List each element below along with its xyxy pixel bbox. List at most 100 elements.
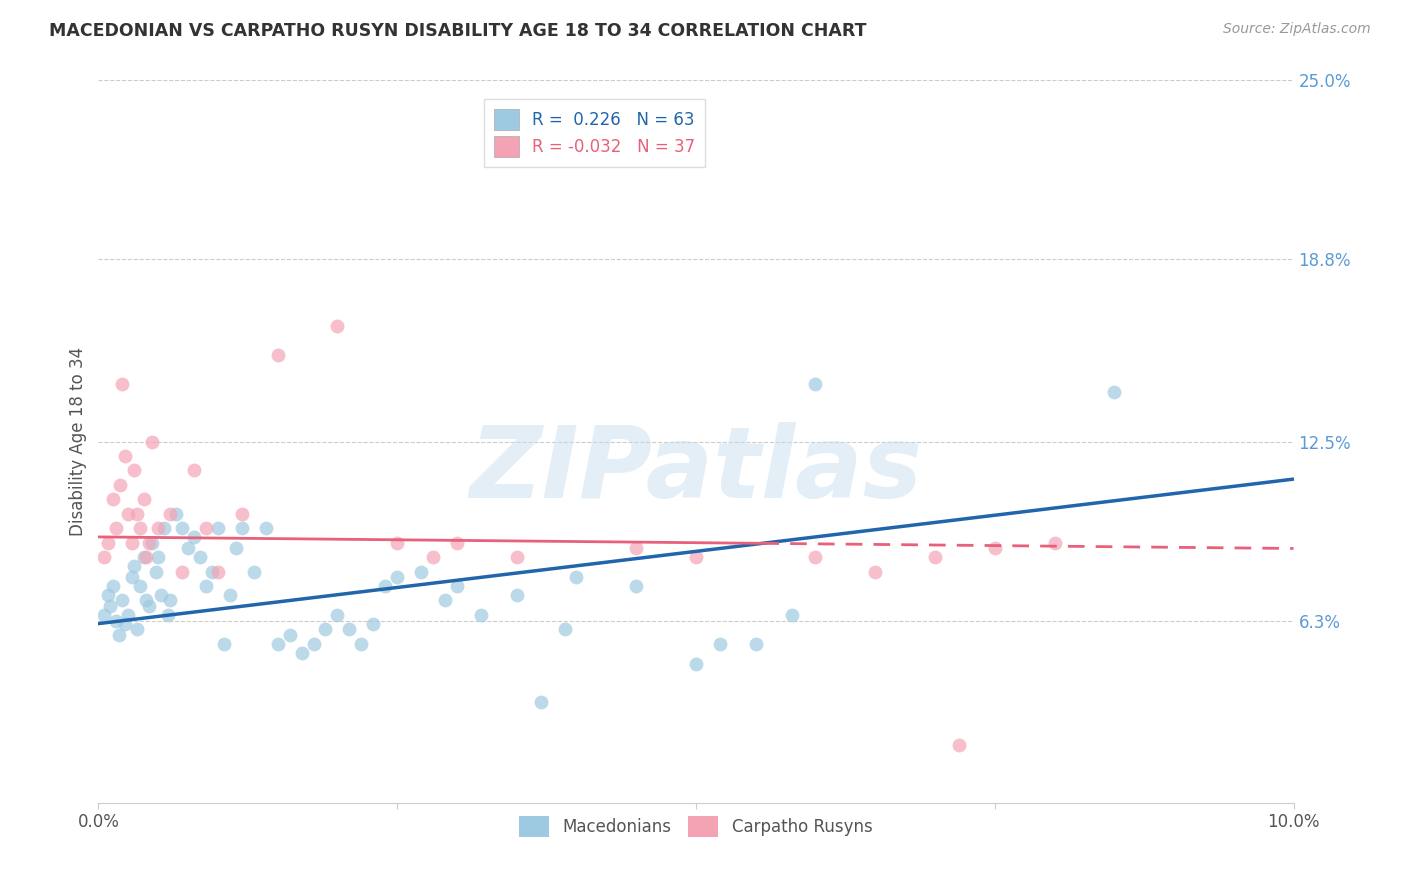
- Macedonians: [385, 570, 409, 584]
- Macedonians: [98, 599, 122, 614]
- Macedonians: [363, 616, 385, 631]
- Macedonians: [107, 628, 129, 642]
- Carpatho Rusyns: [124, 463, 146, 477]
- Macedonians: [302, 637, 325, 651]
- Macedonians: [101, 579, 124, 593]
- Carpatho Rusyns: [685, 550, 707, 565]
- Carpatho Rusyns: [121, 535, 143, 549]
- Macedonians: [93, 607, 115, 622]
- Carpatho Rusyns: [1043, 535, 1066, 549]
- Text: MACEDONIAN VS CARPATHO RUSYN DISABILITY AGE 18 TO 34 CORRELATION CHART: MACEDONIAN VS CARPATHO RUSYN DISABILITY …: [49, 22, 866, 40]
- Macedonians: [114, 616, 136, 631]
- Macedonians: [212, 637, 235, 651]
- Macedonians: [374, 579, 396, 593]
- Macedonians: [207, 521, 229, 535]
- Carpatho Rusyns: [865, 565, 887, 579]
- Macedonians: [411, 565, 433, 579]
- Macedonians: [350, 637, 373, 651]
- Carpatho Rusyns: [446, 535, 468, 549]
- Macedonians: [434, 593, 457, 607]
- Macedonians: [231, 521, 253, 535]
- Carpatho Rusyns: [105, 521, 128, 535]
- Carpatho Rusyns: [135, 550, 157, 565]
- Carpatho Rusyns: [422, 550, 444, 565]
- Carpatho Rusyns: [804, 550, 827, 565]
- Carpatho Rusyns: [183, 463, 205, 477]
- Macedonians: [709, 637, 731, 651]
- Carpatho Rusyns: [101, 492, 124, 507]
- Carpatho Rusyns: [626, 541, 648, 556]
- Macedonians: [141, 535, 163, 549]
- Macedonians: [446, 579, 468, 593]
- Macedonians: [165, 507, 187, 521]
- Macedonians: [97, 588, 120, 602]
- Macedonians: [153, 521, 176, 535]
- Macedonians: [315, 623, 337, 637]
- Macedonians: [225, 541, 247, 556]
- Macedonians: [148, 550, 170, 565]
- Carpatho Rusyns: [207, 565, 229, 579]
- Macedonians: [804, 376, 827, 391]
- Carpatho Rusyns: [93, 550, 115, 565]
- Carpatho Rusyns: [326, 318, 349, 333]
- Macedonians: [254, 521, 277, 535]
- Carpatho Rusyns: [195, 521, 218, 535]
- Carpatho Rusyns: [948, 738, 970, 752]
- Macedonians: [780, 607, 803, 622]
- Carpatho Rusyns: [117, 507, 139, 521]
- Macedonians: [565, 570, 588, 584]
- Macedonians: [124, 558, 146, 573]
- Macedonians: [291, 646, 314, 660]
- Macedonians: [145, 565, 167, 579]
- Macedonians: [129, 579, 152, 593]
- Macedonians: [745, 637, 768, 651]
- Carpatho Rusyns: [129, 521, 152, 535]
- Macedonians: [138, 599, 160, 614]
- Carpatho Rusyns: [231, 507, 253, 521]
- Macedonians: [132, 550, 155, 565]
- Carpatho Rusyns: [125, 507, 148, 521]
- Text: ZIPatlas: ZIPatlas: [470, 422, 922, 519]
- Macedonians: [267, 637, 290, 651]
- Carpatho Rusyns: [108, 478, 131, 492]
- Carpatho Rusyns: [267, 348, 290, 362]
- Macedonians: [135, 593, 157, 607]
- Y-axis label: Disability Age 18 to 34: Disability Age 18 to 34: [69, 347, 87, 536]
- Macedonians: [183, 530, 205, 544]
- Macedonians: [278, 628, 301, 642]
- Macedonians: [121, 570, 143, 584]
- Text: Source: ZipAtlas.com: Source: ZipAtlas.com: [1223, 22, 1371, 37]
- Carpatho Rusyns: [132, 492, 155, 507]
- Macedonians: [326, 607, 349, 622]
- Macedonians: [149, 588, 172, 602]
- Macedonians: [117, 607, 139, 622]
- Macedonians: [172, 521, 194, 535]
- Macedonians: [195, 579, 218, 593]
- Macedonians: [156, 607, 179, 622]
- Carpatho Rusyns: [141, 434, 163, 449]
- Macedonians: [470, 607, 492, 622]
- Macedonians: [626, 579, 648, 593]
- Carpatho Rusyns: [172, 565, 194, 579]
- Carpatho Rusyns: [385, 535, 409, 549]
- Macedonians: [339, 623, 361, 637]
- Macedonians: [685, 657, 707, 671]
- Macedonians: [554, 623, 576, 637]
- Macedonians: [159, 593, 181, 607]
- Carpatho Rusyns: [924, 550, 946, 565]
- Macedonians: [177, 541, 200, 556]
- Carpatho Rusyns: [111, 376, 134, 391]
- Carpatho Rusyns: [138, 535, 160, 549]
- Carpatho Rusyns: [114, 449, 136, 463]
- Macedonians: [506, 588, 529, 602]
- Macedonians: [201, 565, 224, 579]
- Carpatho Rusyns: [506, 550, 529, 565]
- Macedonians: [125, 623, 148, 637]
- Carpatho Rusyns: [984, 541, 1007, 556]
- Macedonians: [111, 593, 134, 607]
- Carpatho Rusyns: [159, 507, 181, 521]
- Carpatho Rusyns: [97, 535, 120, 549]
- Legend: Macedonians, Carpatho Rusyns: Macedonians, Carpatho Rusyns: [512, 808, 880, 845]
- Macedonians: [243, 565, 266, 579]
- Carpatho Rusyns: [148, 521, 170, 535]
